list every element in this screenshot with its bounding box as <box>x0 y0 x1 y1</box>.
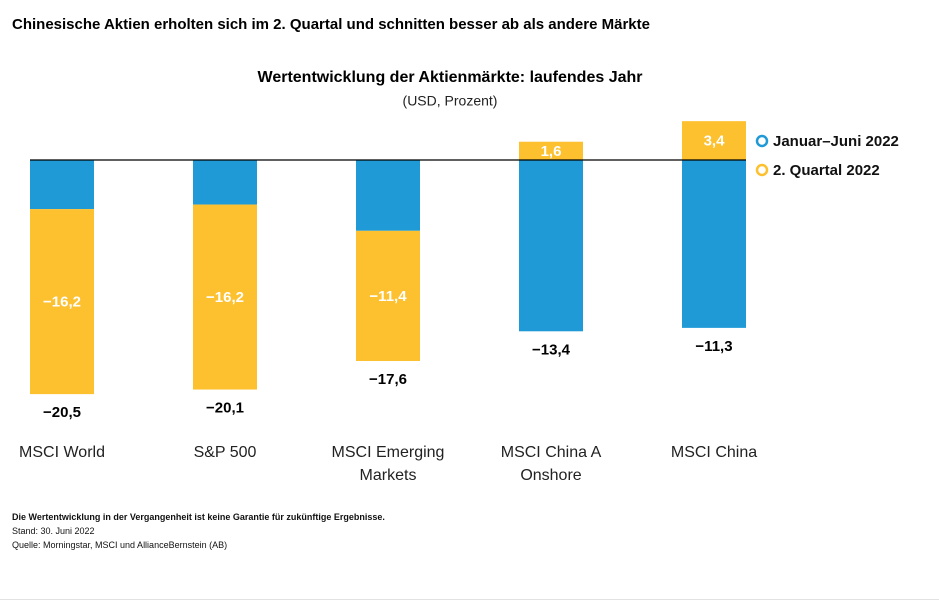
note: Quelle: Morningstar, MSCI und AllianceBe… <box>12 540 228 550</box>
legend-label: Januar–Juni 2022 <box>773 133 899 150</box>
total-label: −11,3 <box>695 338 732 355</box>
segment-label: −16,2 <box>206 289 244 306</box>
bottom-rule <box>0 599 939 600</box>
note: Die Wertentwicklung in der Vergangenheit… <box>12 512 385 522</box>
x-tick-label: MSCI China A Onshore <box>500 444 602 484</box>
bar-segment <box>682 121 746 160</box>
chart-title: Wertentwicklung der Aktienmärkte: laufen… <box>258 69 643 86</box>
legend-marker <box>755 134 769 148</box>
segment-label: 3,4 <box>704 133 726 150</box>
bar-segment <box>682 160 746 328</box>
page-title: Chinesische Aktien erholten sich im 2. Q… <box>12 16 650 33</box>
total-label: −17,6 <box>369 371 407 388</box>
bar-segment <box>356 160 420 231</box>
total-label: −20,1 <box>206 400 244 417</box>
x-tick-label: MSCI World <box>19 444 105 461</box>
bar-segment <box>356 230 420 361</box>
legend-label: 2. Quartal 2022 <box>773 162 880 179</box>
segment-label: −11,4 <box>369 288 407 305</box>
total-label: −13,4 <box>532 341 571 358</box>
segment-label: −16,2 <box>43 294 81 311</box>
bar-segment <box>193 204 257 390</box>
bar-segment <box>30 209 94 395</box>
x-tick-label: MSCI Emerging Markets <box>331 444 445 484</box>
bar-segment <box>519 160 583 332</box>
x-tick-label: MSCI China <box>670 444 758 461</box>
bar-segment <box>193 160 257 205</box>
bar-segment <box>519 141 583 160</box>
note: Stand: 30. Juni 2022 <box>12 526 95 536</box>
segment-label: 1,6 <box>541 143 562 160</box>
x-tick-label: S&P 500 <box>193 444 257 461</box>
legend-marker <box>755 163 769 177</box>
total-label: −20,5 <box>43 404 81 421</box>
chart-subtitle: (USD, Prozent) <box>403 93 498 109</box>
bar-segment <box>30 160 94 210</box>
